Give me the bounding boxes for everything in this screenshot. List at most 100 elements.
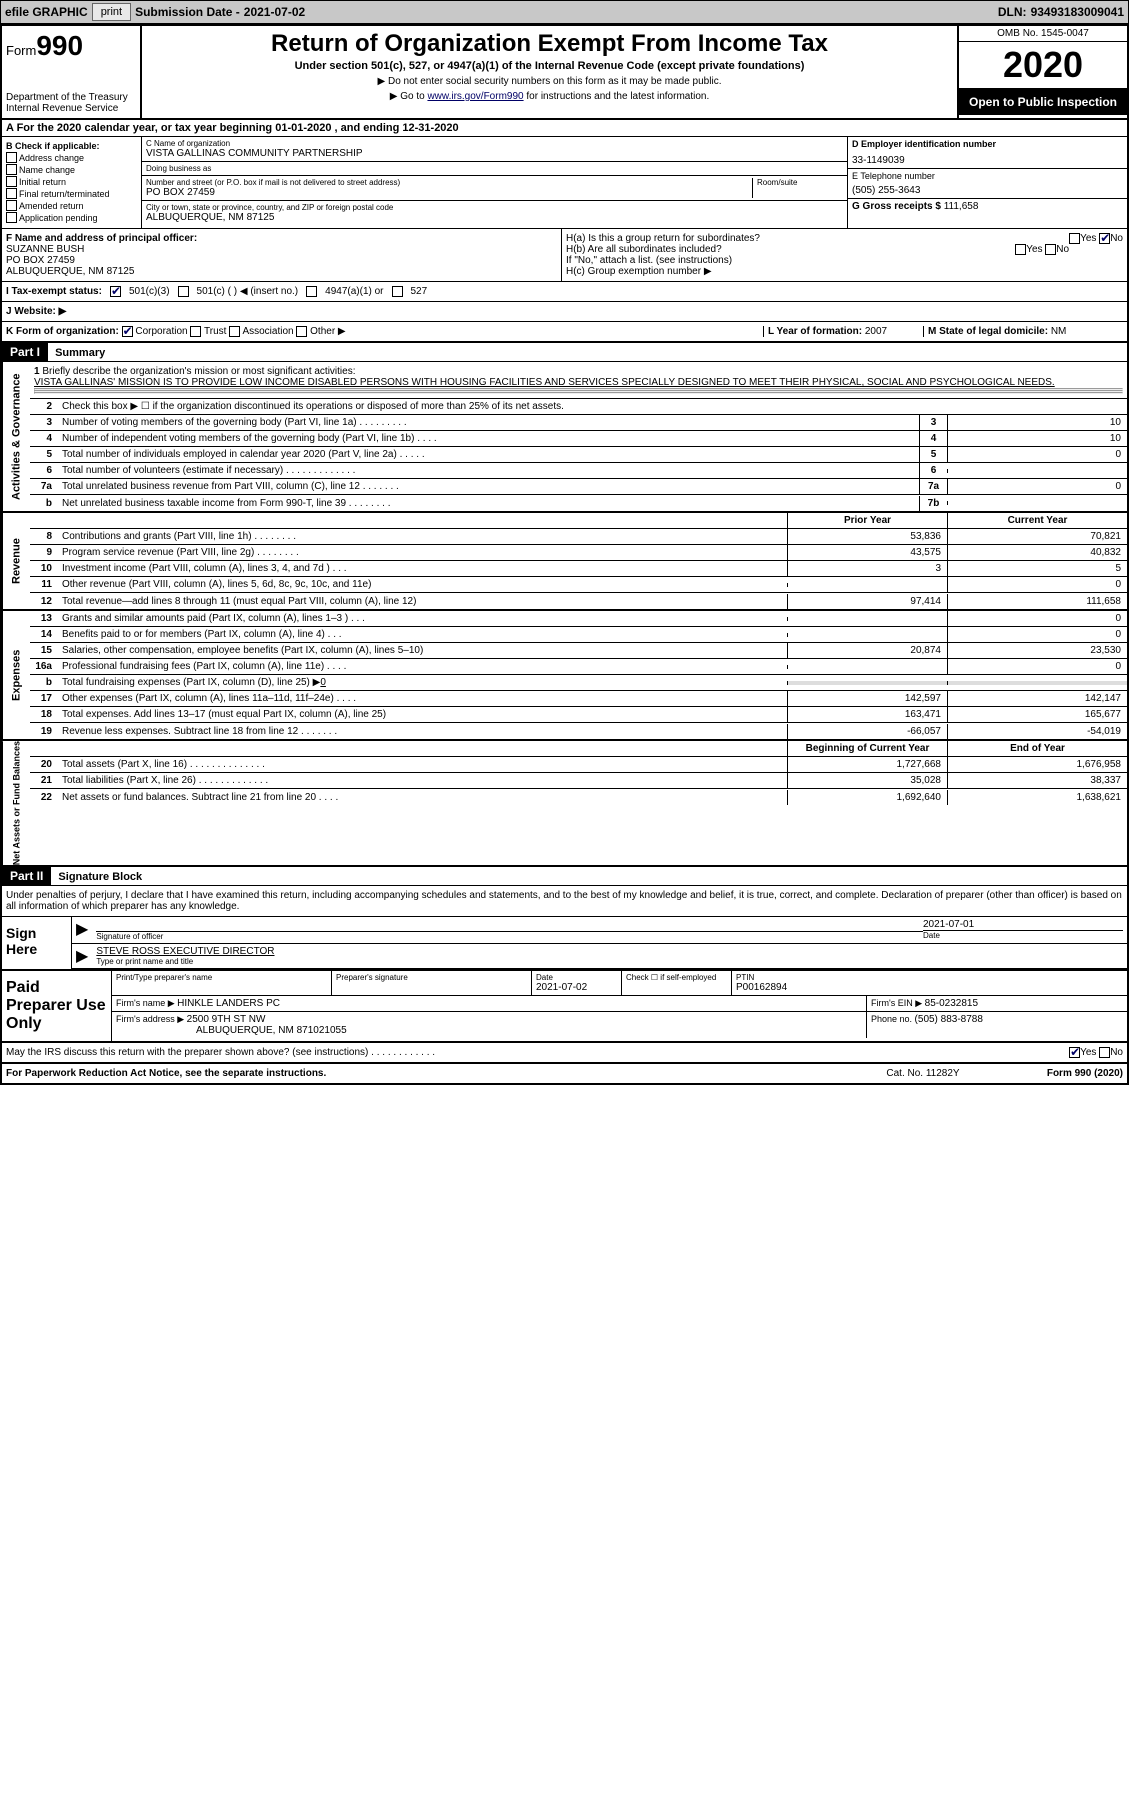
- k-label: K Form of organization:: [6, 326, 119, 337]
- mission-label: Briefly describe the organization's miss…: [42, 366, 355, 377]
- d-label: D Employer identification number: [852, 139, 1123, 149]
- line19-c: -54,019: [947, 724, 1127, 739]
- tax-501c3[interactable]: [110, 286, 121, 297]
- info-grid: B Check if applicable: Address change Na…: [2, 137, 1127, 229]
- firm-ein: 85-0232815: [925, 998, 978, 1009]
- line16a-c: 0: [947, 659, 1127, 674]
- check-initial[interactable]: [6, 176, 17, 187]
- row-website: J Website: ▶: [2, 302, 1127, 322]
- part1-title: Summary: [51, 347, 105, 359]
- row-f-h: F Name and address of principal officer:…: [2, 229, 1127, 282]
- line16b-val: 0: [320, 677, 326, 688]
- type-name-label: Type or print name and title: [96, 957, 1123, 966]
- c-label: C Name of organization: [146, 139, 843, 148]
- line12: Total revenue—add lines 8 through 11 (mu…: [58, 594, 787, 609]
- hb-yes[interactable]: [1015, 244, 1026, 255]
- part1-badge: Part I: [2, 343, 48, 361]
- part1-header: Part I Summary: [2, 343, 1127, 362]
- check-address[interactable]: [6, 152, 17, 163]
- prep-col3: Date: [536, 973, 617, 982]
- mission-block: 1 Briefly describe the organization's mi…: [30, 362, 1127, 399]
- check-pending[interactable]: [6, 212, 17, 223]
- k-assoc[interactable]: [229, 326, 240, 337]
- line5: Total number of individuals employed in …: [58, 447, 919, 462]
- arrow-icon-2: ▶: [76, 946, 88, 966]
- form990-link[interactable]: www.irs.gov/Form990: [427, 91, 523, 102]
- discuss-no-label: No: [1110, 1047, 1123, 1058]
- line3: Number of voting members of the governin…: [58, 415, 919, 430]
- line10: Investment income (Part VIII, column (A)…: [58, 561, 787, 576]
- city-value: ALBUQUERQUE, NM 87125: [146, 212, 843, 223]
- row-tax-status: I Tax-exempt status: 501(c)(3) 501(c) ( …: [2, 282, 1127, 302]
- m-label: M State of legal domicile:: [928, 326, 1051, 337]
- line10-p: 3: [787, 561, 947, 576]
- tax-527-label: 527: [411, 286, 428, 297]
- k-other[interactable]: [296, 326, 307, 337]
- discuss-yes[interactable]: [1069, 1047, 1080, 1058]
- line9: Program service revenue (Part VIII, line…: [58, 545, 787, 560]
- line15-p: 20,874: [787, 643, 947, 658]
- prep-date: 2021-07-02: [536, 982, 617, 993]
- firm-label: Firm's name ▶: [116, 998, 177, 1008]
- line4: Number of independent voting members of …: [58, 431, 919, 446]
- header-left: Form990 Department of the Treasury Inter…: [2, 26, 142, 118]
- ha-no[interactable]: [1099, 233, 1110, 244]
- h-group: H(a) Is this a group return for subordin…: [562, 229, 1127, 281]
- check-name-label: Name change: [19, 165, 75, 175]
- k-trust[interactable]: [190, 326, 201, 337]
- omb-number: OMB No. 1545-0047: [959, 26, 1127, 42]
- line15-c: 23,530: [947, 643, 1127, 658]
- check-final-label: Final return/terminated: [19, 189, 110, 199]
- period-mid: , and ending: [335, 122, 403, 134]
- discuss-no[interactable]: [1099, 1047, 1110, 1058]
- footer-cat: Cat. No. 11282Y: [863, 1068, 983, 1079]
- ha-yes[interactable]: [1069, 233, 1080, 244]
- tax-4947[interactable]: [306, 286, 317, 297]
- line18: Total expenses. Add lines 13–17 (must eq…: [58, 707, 787, 722]
- hb-no[interactable]: [1045, 244, 1056, 255]
- line9-c: 40,832: [947, 545, 1127, 560]
- g-label: G Gross receipts $: [852, 201, 944, 212]
- irs-label: Internal Revenue Service: [6, 103, 136, 114]
- line21: Total liabilities (Part X, line 26) . . …: [58, 773, 787, 788]
- line22: Net assets or fund balances. Subtract li…: [58, 790, 787, 805]
- top-toolbar: efile GRAPHIC print Submission Date - 20…: [0, 0, 1129, 24]
- tax-year: 2020: [959, 42, 1127, 89]
- check-final[interactable]: [6, 188, 17, 199]
- line6: Total number of volunteers (estimate if …: [58, 463, 919, 478]
- note-goto-b: for instructions and the latest informat…: [524, 91, 710, 102]
- ein-value: 33-1149039: [852, 155, 1123, 166]
- note-goto-a: ▶ Go to: [390, 91, 428, 102]
- officer-name: SUZANNE BUSH: [6, 244, 557, 255]
- line16a-p: [787, 665, 947, 669]
- line21-c: 38,337: [947, 773, 1127, 788]
- print-button[interactable]: print: [92, 3, 131, 21]
- header-mid: Return of Organization Exempt From Incom…: [142, 26, 957, 118]
- line4-val: 10: [947, 431, 1127, 446]
- end-year-hdr: End of Year: [947, 741, 1127, 756]
- phone-value: (505) 255-3643: [852, 185, 1123, 196]
- prep-col5: PTIN: [736, 973, 1123, 982]
- dln-value: 93493183009041: [1031, 5, 1124, 19]
- check-name[interactable]: [6, 164, 17, 175]
- firm-addr2: ALBUQUERQUE, NM 871021055: [196, 1025, 347, 1036]
- sign-here-label: Sign Here: [2, 917, 72, 969]
- net-section: Net Assets or Fund Balances Beginning of…: [2, 741, 1127, 867]
- line14: Benefits paid to or for members (Part IX…: [58, 627, 787, 642]
- col-b-checks: B Check if applicable: Address change Na…: [2, 137, 142, 228]
- begin-year-hdr: Beginning of Current Year: [787, 741, 947, 756]
- period-end: 12-31-2020: [402, 122, 458, 134]
- tax-501c[interactable]: [178, 286, 189, 297]
- check-amended[interactable]: [6, 200, 17, 211]
- firm-addr-label: Firm's address ▶: [116, 1014, 187, 1024]
- dln-label: DLN:: [998, 5, 1027, 19]
- k-corp[interactable]: [122, 326, 133, 337]
- line7a: Total unrelated business revenue from Pa…: [58, 479, 919, 494]
- ha-yes-label: Yes: [1080, 233, 1096, 244]
- part2-header: Part II Signature Block: [2, 867, 1127, 886]
- tax-527[interactable]: [392, 286, 403, 297]
- line14-p: [787, 633, 947, 637]
- row-k: K Form of organization: Corporation Trus…: [2, 322, 1127, 343]
- public-inspection: Open to Public Inspection: [959, 89, 1127, 115]
- discuss-q: May the IRS discuss this return with the…: [6, 1047, 435, 1058]
